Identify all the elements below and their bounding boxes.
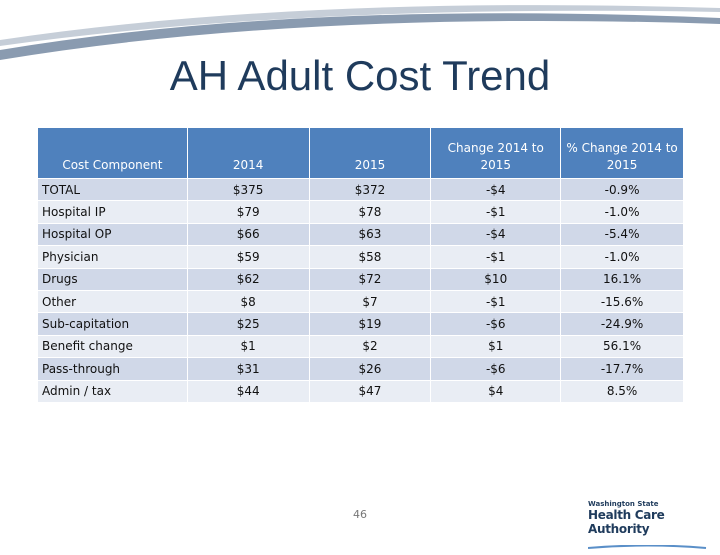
column-header: 2015 [308, 127, 432, 179]
table-row: Physician $59 $58 -$1 -1.0% [37, 245, 684, 269]
table-cell: Drugs [37, 267, 188, 291]
table-cell: $62 [186, 267, 310, 291]
table-cell: -$6 [430, 357, 562, 381]
table-cell: $59 [186, 245, 310, 269]
column-header: Cost Component [37, 127, 188, 179]
table-row: Hospital OP $66 $63 -$4 -5.4% [37, 222, 684, 247]
table-cell: $66 [186, 222, 310, 247]
table-cell: $25 [186, 312, 310, 336]
table-cell: -$1 [430, 200, 562, 224]
table-cell: $44 [186, 379, 310, 403]
table-cell: $63 [308, 222, 432, 247]
logo: Washington State Health Care Authority [587, 500, 708, 555]
table-cell: Hospital OP [37, 222, 188, 247]
table-cell: 16.1% [560, 267, 684, 291]
table-cell: $26 [308, 357, 432, 381]
cost-table: Cost Component 2014 2015 Change 2014 to 201… [37, 127, 684, 403]
title: AH Adult Cost Trend [169, 52, 551, 99]
table-row: Hospital IP $79 $78 -$1 -1.0% [37, 200, 684, 224]
table-row: Benefit change $1 $2 $1 56.1% [37, 334, 684, 359]
table-cell: Physician [37, 245, 188, 269]
table-cell: TOTAL [37, 177, 188, 202]
page-number: 46 [353, 508, 367, 521]
table-cell: -$4 [430, 177, 562, 202]
table-cell: -1.0% [560, 200, 684, 224]
decoration [0, 5, 720, 60]
table-row: Admin / tax $44 $47 $4 8.5% [37, 379, 684, 403]
table-cell: $4 [430, 379, 562, 403]
table-row: Sub-capitation $25 $19 -$6 -24.9% [37, 312, 684, 336]
table-cell: $31 [186, 357, 310, 381]
table-cell: -$1 [430, 245, 562, 269]
table-cell: -0.9% [560, 177, 684, 202]
column-header: 2014 [186, 127, 310, 179]
logo-top: Washington State [588, 500, 659, 508]
header-row: Cost Component 2014 2015 Change 2014 to 201… [37, 127, 684, 179]
table-cell: $19 [308, 312, 432, 336]
table-row: Other $8 $7 -$1 -15.6% [37, 289, 684, 314]
table-body: TOTAL $375 $372 -$4 -0.9% Hospital IP $79 $78 -$… [37, 177, 684, 403]
table-cell: $375 [186, 177, 310, 202]
table-cell: 56.1% [560, 334, 684, 359]
table-cell: -15.6% [560, 289, 684, 314]
table-cell: -5.4% [560, 222, 684, 247]
logo-main: Health Care Authority [588, 508, 665, 536]
table-cell: -17.7% [560, 357, 684, 381]
slide: AH Adult Cost Trend Cost Component 2014 20… [0, 5, 720, 549]
column-header: % Change 2014 to 2015 [560, 127, 684, 179]
table-cell: 8.5% [560, 379, 684, 403]
table-cell: Pass-through [37, 357, 188, 381]
table-cell: $47 [308, 379, 432, 403]
table-cell: $10 [430, 267, 562, 291]
table-cell: -24.9% [560, 312, 684, 336]
table-cell: $72 [308, 267, 432, 291]
table-cell: $1 [430, 334, 562, 359]
table-cell: Hospital IP [37, 200, 188, 224]
table-cell: $1 [186, 334, 310, 359]
table-cell: $58 [308, 245, 432, 269]
table-cell: Other [37, 289, 188, 314]
table-cell: Sub-capitation [37, 312, 188, 336]
table-cell: $2 [308, 334, 432, 359]
table-cell: -1.0% [560, 245, 684, 269]
logo-swoosh [587, 544, 707, 549]
table-cell: -$4 [430, 222, 562, 247]
table-cell: Admin / tax [37, 379, 188, 403]
table-row: TOTAL $375 $372 -$4 -0.9% [37, 177, 684, 202]
table-cell: -$1 [430, 289, 562, 314]
table-cell: -$6 [430, 312, 562, 336]
table-cell: $7 [308, 289, 432, 314]
column-header: Change 2014 to 2015 [430, 127, 562, 179]
table-row: Drugs $62 $72 $10 16.1% [37, 267, 684, 291]
table-cell: Benefit change [37, 334, 188, 359]
table-row: Pass-through $31 $26 -$6 -17.7% [37, 357, 684, 381]
table-cell: $372 [308, 177, 432, 202]
table-cell: $8 [186, 289, 310, 314]
table-cell: $78 [308, 200, 432, 224]
table-cell: $79 [186, 200, 310, 224]
